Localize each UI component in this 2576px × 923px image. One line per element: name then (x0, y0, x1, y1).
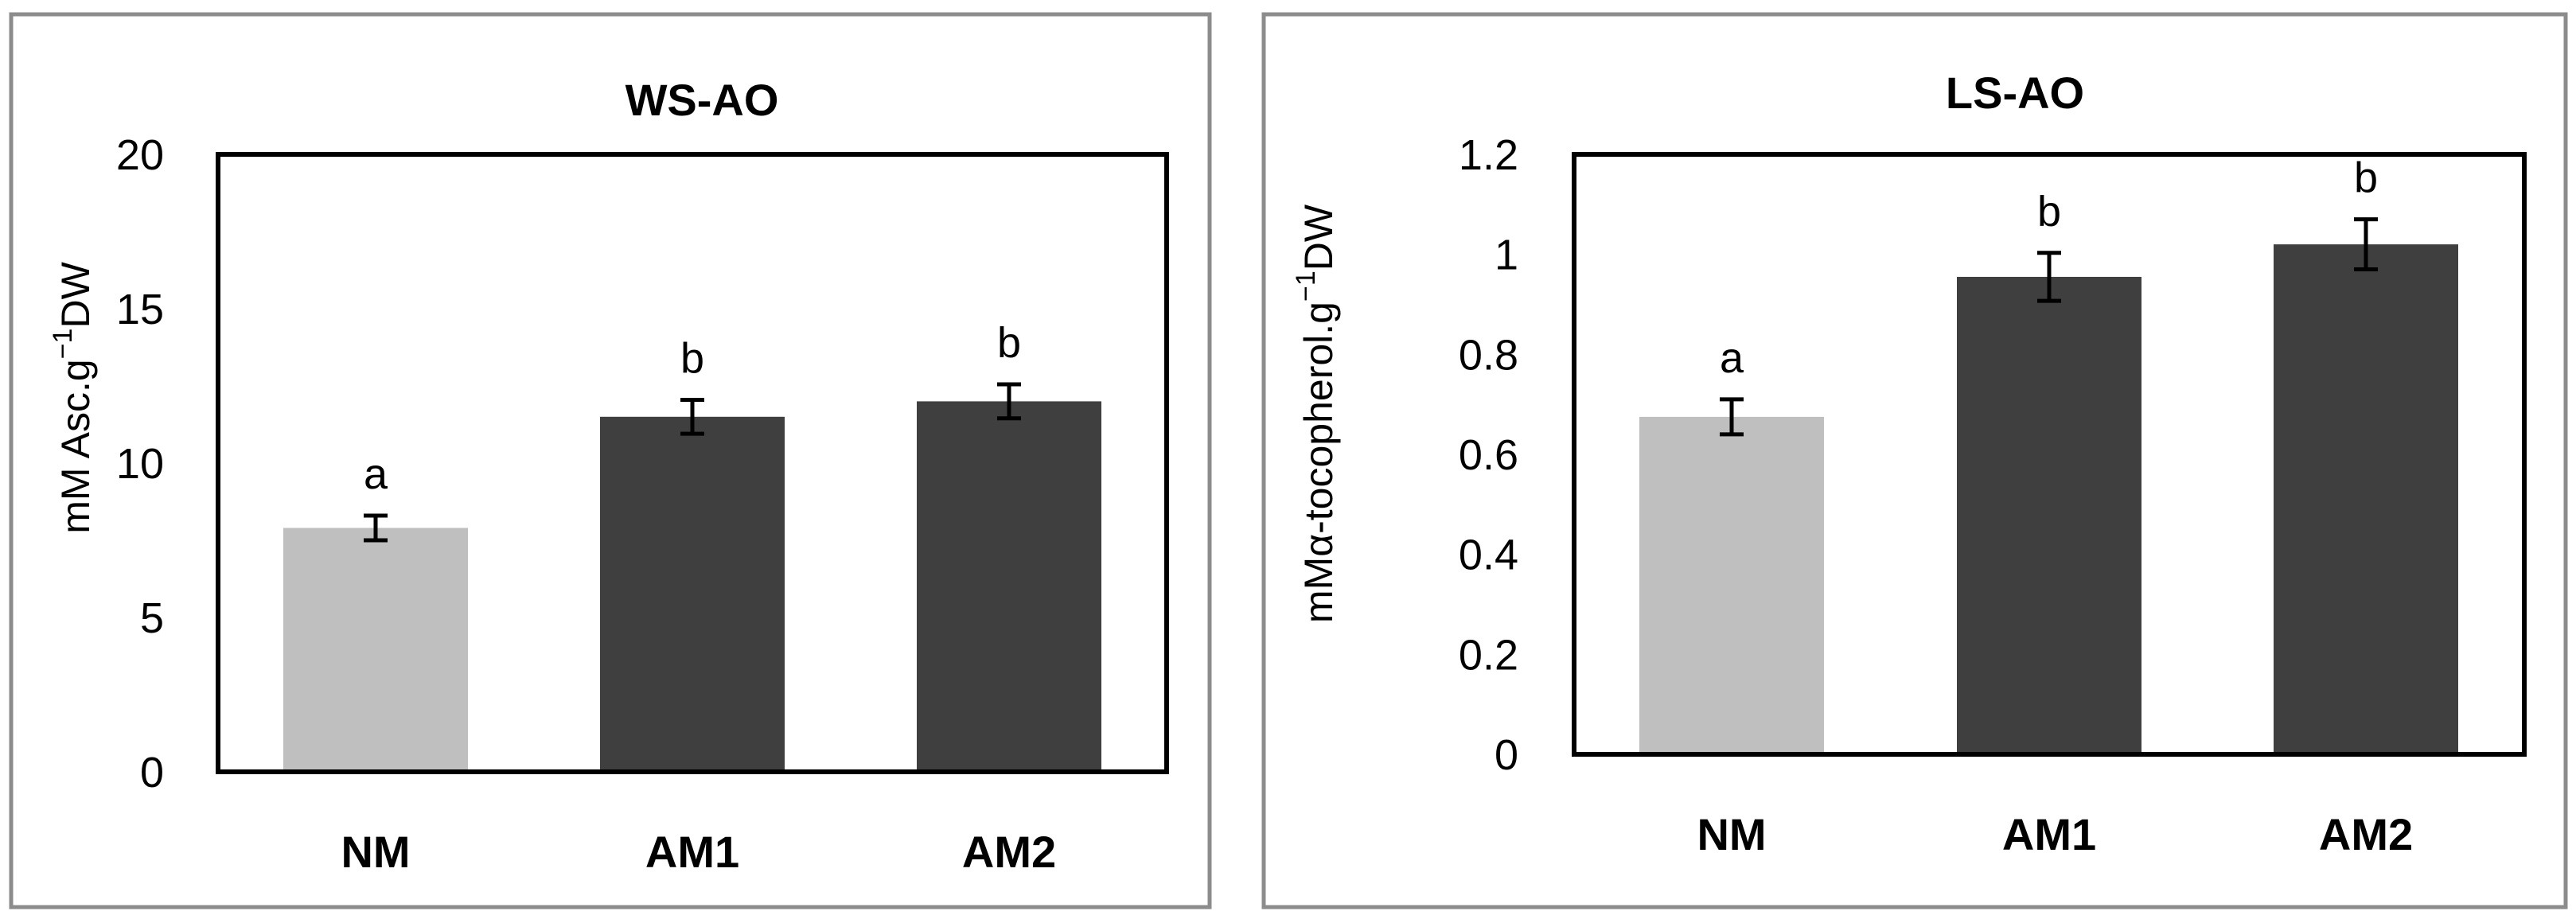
error-bar-am2 (2354, 217, 2378, 272)
y-tick-label: 0.6 (1459, 431, 1518, 479)
error-bar-am2 (997, 382, 1021, 421)
chart-panel-ls-ao: LS-AO mMα-tocopherol.g−1DW 0 0.2 0.4 0.6 0.8… (1261, 12, 2568, 909)
error-bars (1720, 217, 2378, 437)
significance-letter: b (2037, 188, 2061, 236)
error-bar-nm (1720, 397, 1744, 437)
error-bar-am1 (680, 397, 704, 436)
error-bars (364, 382, 1021, 543)
plot-area-border (1572, 152, 2527, 757)
significance-letters: a b b (364, 319, 1021, 498)
y-tick-label: 1.2 (1459, 131, 1518, 179)
y-tick-labels: 0 0.2 0.4 0.6 0.8 1 1.2 (1459, 131, 1518, 779)
category-label: AM1 (2002, 809, 2096, 859)
bars (1639, 244, 2458, 755)
y-tick-label: 0 (1495, 731, 1518, 779)
y-tick-label: 0.4 (1459, 532, 1518, 579)
category-label: AM2 (2319, 809, 2413, 859)
significance-letter: a (364, 450, 388, 498)
category-labels: NM AM1 AM2 (341, 827, 1056, 877)
bar-am2 (2274, 244, 2458, 755)
y-axis-label-main: mMα-tocopherol.g (1296, 302, 1341, 623)
category-label: AM2 (962, 827, 1056, 877)
error-bar-am1 (2037, 251, 2061, 303)
significance-letter: b (997, 319, 1021, 367)
bars (283, 401, 1101, 772)
category-labels: NM AM1 AM2 (1697, 809, 2413, 859)
y-tick-label: 0.8 (1459, 331, 1518, 379)
y-axis-label-tail: DW (1296, 204, 1341, 271)
category-label: AM1 (645, 827, 739, 877)
y-axis-label-superscript: −1 (48, 329, 78, 360)
y-axis-label-tail: DW (53, 261, 98, 328)
category-label: NM (341, 827, 410, 877)
y-axis-label-superscript: −1 (1291, 271, 1321, 302)
y-axis-label: mM Asc.g−1DW (48, 261, 98, 533)
bar-nm (1639, 416, 1824, 754)
y-tick-label: 0.2 (1459, 631, 1518, 679)
significance-letter: a (1720, 334, 1744, 382)
y-tick-label: 20 (116, 131, 164, 179)
significance-letters: a b b (1720, 154, 2378, 382)
y-tick-label: 10 (116, 440, 164, 488)
y-axis-label: mMα-tocopherol.g−1DW (1291, 204, 1341, 623)
chart-title: LS-AO (1946, 68, 2084, 118)
y-tick-label: 0 (140, 749, 164, 796)
y-tick-labels: 0 5 10 15 20 (116, 131, 164, 796)
significance-letter: b (2354, 154, 2378, 202)
significance-letter: b (680, 334, 704, 382)
y-axis-label-main: mM Asc.g (53, 359, 98, 533)
error-bar-nm (364, 513, 388, 543)
y-tick-label: 5 (140, 594, 164, 642)
bar-am1 (1957, 276, 2141, 755)
y-tick-label: 1 (1495, 232, 1518, 279)
bar-nm (283, 528, 468, 772)
category-label: NM (1697, 809, 1766, 859)
chart-title: WS-AO (625, 75, 779, 125)
y-tick-label: 15 (116, 286, 164, 333)
bar-am1 (600, 416, 785, 772)
bar-am2 (917, 401, 1101, 772)
plot-area-border (216, 152, 1169, 774)
chart-panel-ws-ao: WS-AO mM Asc.g−1DW 0 5 10 15 20 a b b NM AM1 AM2 (9, 12, 1212, 909)
